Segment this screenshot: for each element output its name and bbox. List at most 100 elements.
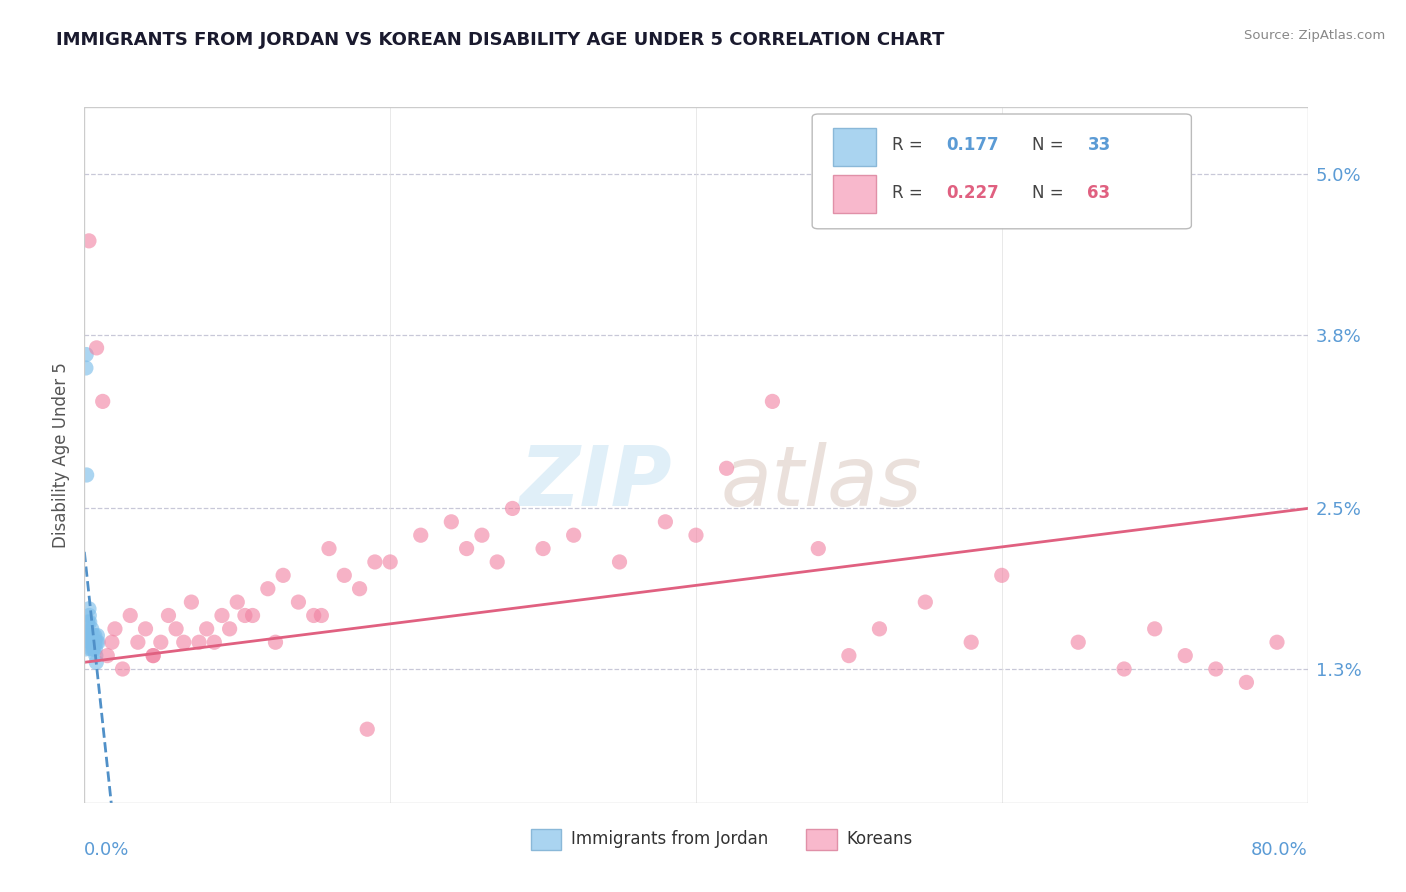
Point (562, 528, 585, 542)
Point (380, 555, 402, 569)
Point (1205, 662, 1227, 676)
Point (349, 582, 371, 596)
Point (104, 622, 127, 636)
Point (83, 635, 105, 649)
Point (188, 635, 211, 649)
Text: 0.177: 0.177 (946, 136, 1000, 154)
Point (82, 642, 104, 657)
Point (685, 528, 707, 542)
Point (356, 723, 378, 737)
Point (486, 555, 509, 569)
Point (86, 635, 108, 649)
Point (960, 635, 983, 649)
Point (76, 468, 98, 483)
Point (271, 568, 294, 582)
Point (1143, 622, 1166, 636)
Text: atlas: atlas (720, 442, 922, 524)
Y-axis label: Disability Age Under 5: Disability Age Under 5 (52, 362, 70, 548)
Point (242, 608, 264, 623)
Point (83, 642, 105, 657)
Text: N =: N = (1032, 136, 1069, 154)
Point (79, 635, 101, 649)
Point (531, 541, 554, 556)
Point (76, 628, 98, 642)
Text: 63: 63 (1087, 184, 1111, 202)
Text: Source: ZipAtlas.com: Source: ZipAtlas.com (1244, 29, 1385, 42)
Point (87, 635, 110, 649)
Point (1114, 662, 1136, 676)
Point (471, 528, 494, 542)
Point (135, 622, 157, 636)
Point (80, 628, 103, 642)
Point (75, 361, 97, 376)
Bar (806, 830, 837, 850)
Point (409, 528, 432, 542)
Point (83, 628, 105, 642)
Point (80, 635, 103, 649)
Point (80, 642, 103, 657)
Text: 80.0%: 80.0% (1251, 841, 1308, 859)
Point (77, 628, 100, 642)
Point (77, 608, 100, 623)
Point (1174, 648, 1197, 663)
Point (807, 541, 830, 556)
Point (364, 555, 387, 569)
Point (318, 541, 340, 556)
Text: IMMIGRANTS FROM JORDAN VS KOREAN DISABILITY AGE UNDER 5 CORRELATION CHART: IMMIGRANTS FROM JORDAN VS KOREAN DISABIL… (56, 31, 945, 49)
Point (654, 515, 676, 529)
Point (76, 615, 98, 630)
Point (111, 662, 134, 676)
Bar (832, 175, 876, 213)
Point (83, 635, 105, 649)
Bar (531, 830, 561, 850)
Point (838, 648, 860, 663)
Point (218, 622, 240, 636)
Point (142, 648, 165, 663)
Text: R =: R = (891, 136, 928, 154)
Point (84, 648, 107, 663)
Point (264, 635, 287, 649)
Text: R =: R = (891, 184, 928, 202)
Point (1234, 675, 1257, 690)
Point (257, 582, 280, 596)
Point (157, 608, 180, 623)
Text: Koreans: Koreans (846, 830, 912, 848)
Point (609, 555, 631, 569)
Point (233, 608, 256, 623)
Point (456, 541, 478, 556)
Text: N =: N = (1032, 184, 1069, 202)
Point (75, 642, 97, 657)
Point (120, 608, 142, 623)
Point (440, 515, 463, 529)
Point (82, 628, 104, 642)
Text: 33: 33 (1087, 136, 1111, 154)
Point (96, 648, 118, 663)
Point (76, 628, 98, 642)
Point (75, 628, 97, 642)
Point (84, 655, 107, 669)
Point (226, 595, 249, 609)
Point (101, 635, 124, 649)
Point (1067, 635, 1090, 649)
Point (211, 608, 233, 623)
Point (173, 635, 195, 649)
Point (142, 648, 165, 663)
Point (302, 608, 325, 623)
Bar (832, 128, 876, 166)
Point (1265, 635, 1288, 649)
Text: 0.0%: 0.0% (84, 841, 129, 859)
Point (501, 501, 523, 516)
Point (84, 635, 107, 649)
Point (990, 568, 1012, 582)
FancyBboxPatch shape (813, 114, 1191, 229)
Point (202, 635, 225, 649)
Text: 0.227: 0.227 (946, 184, 1000, 202)
Point (77, 615, 100, 630)
Point (86, 341, 108, 355)
Point (79, 635, 101, 649)
Point (311, 608, 333, 623)
Point (195, 622, 218, 636)
Point (80, 622, 103, 636)
Point (180, 595, 202, 609)
Point (77, 234, 100, 248)
